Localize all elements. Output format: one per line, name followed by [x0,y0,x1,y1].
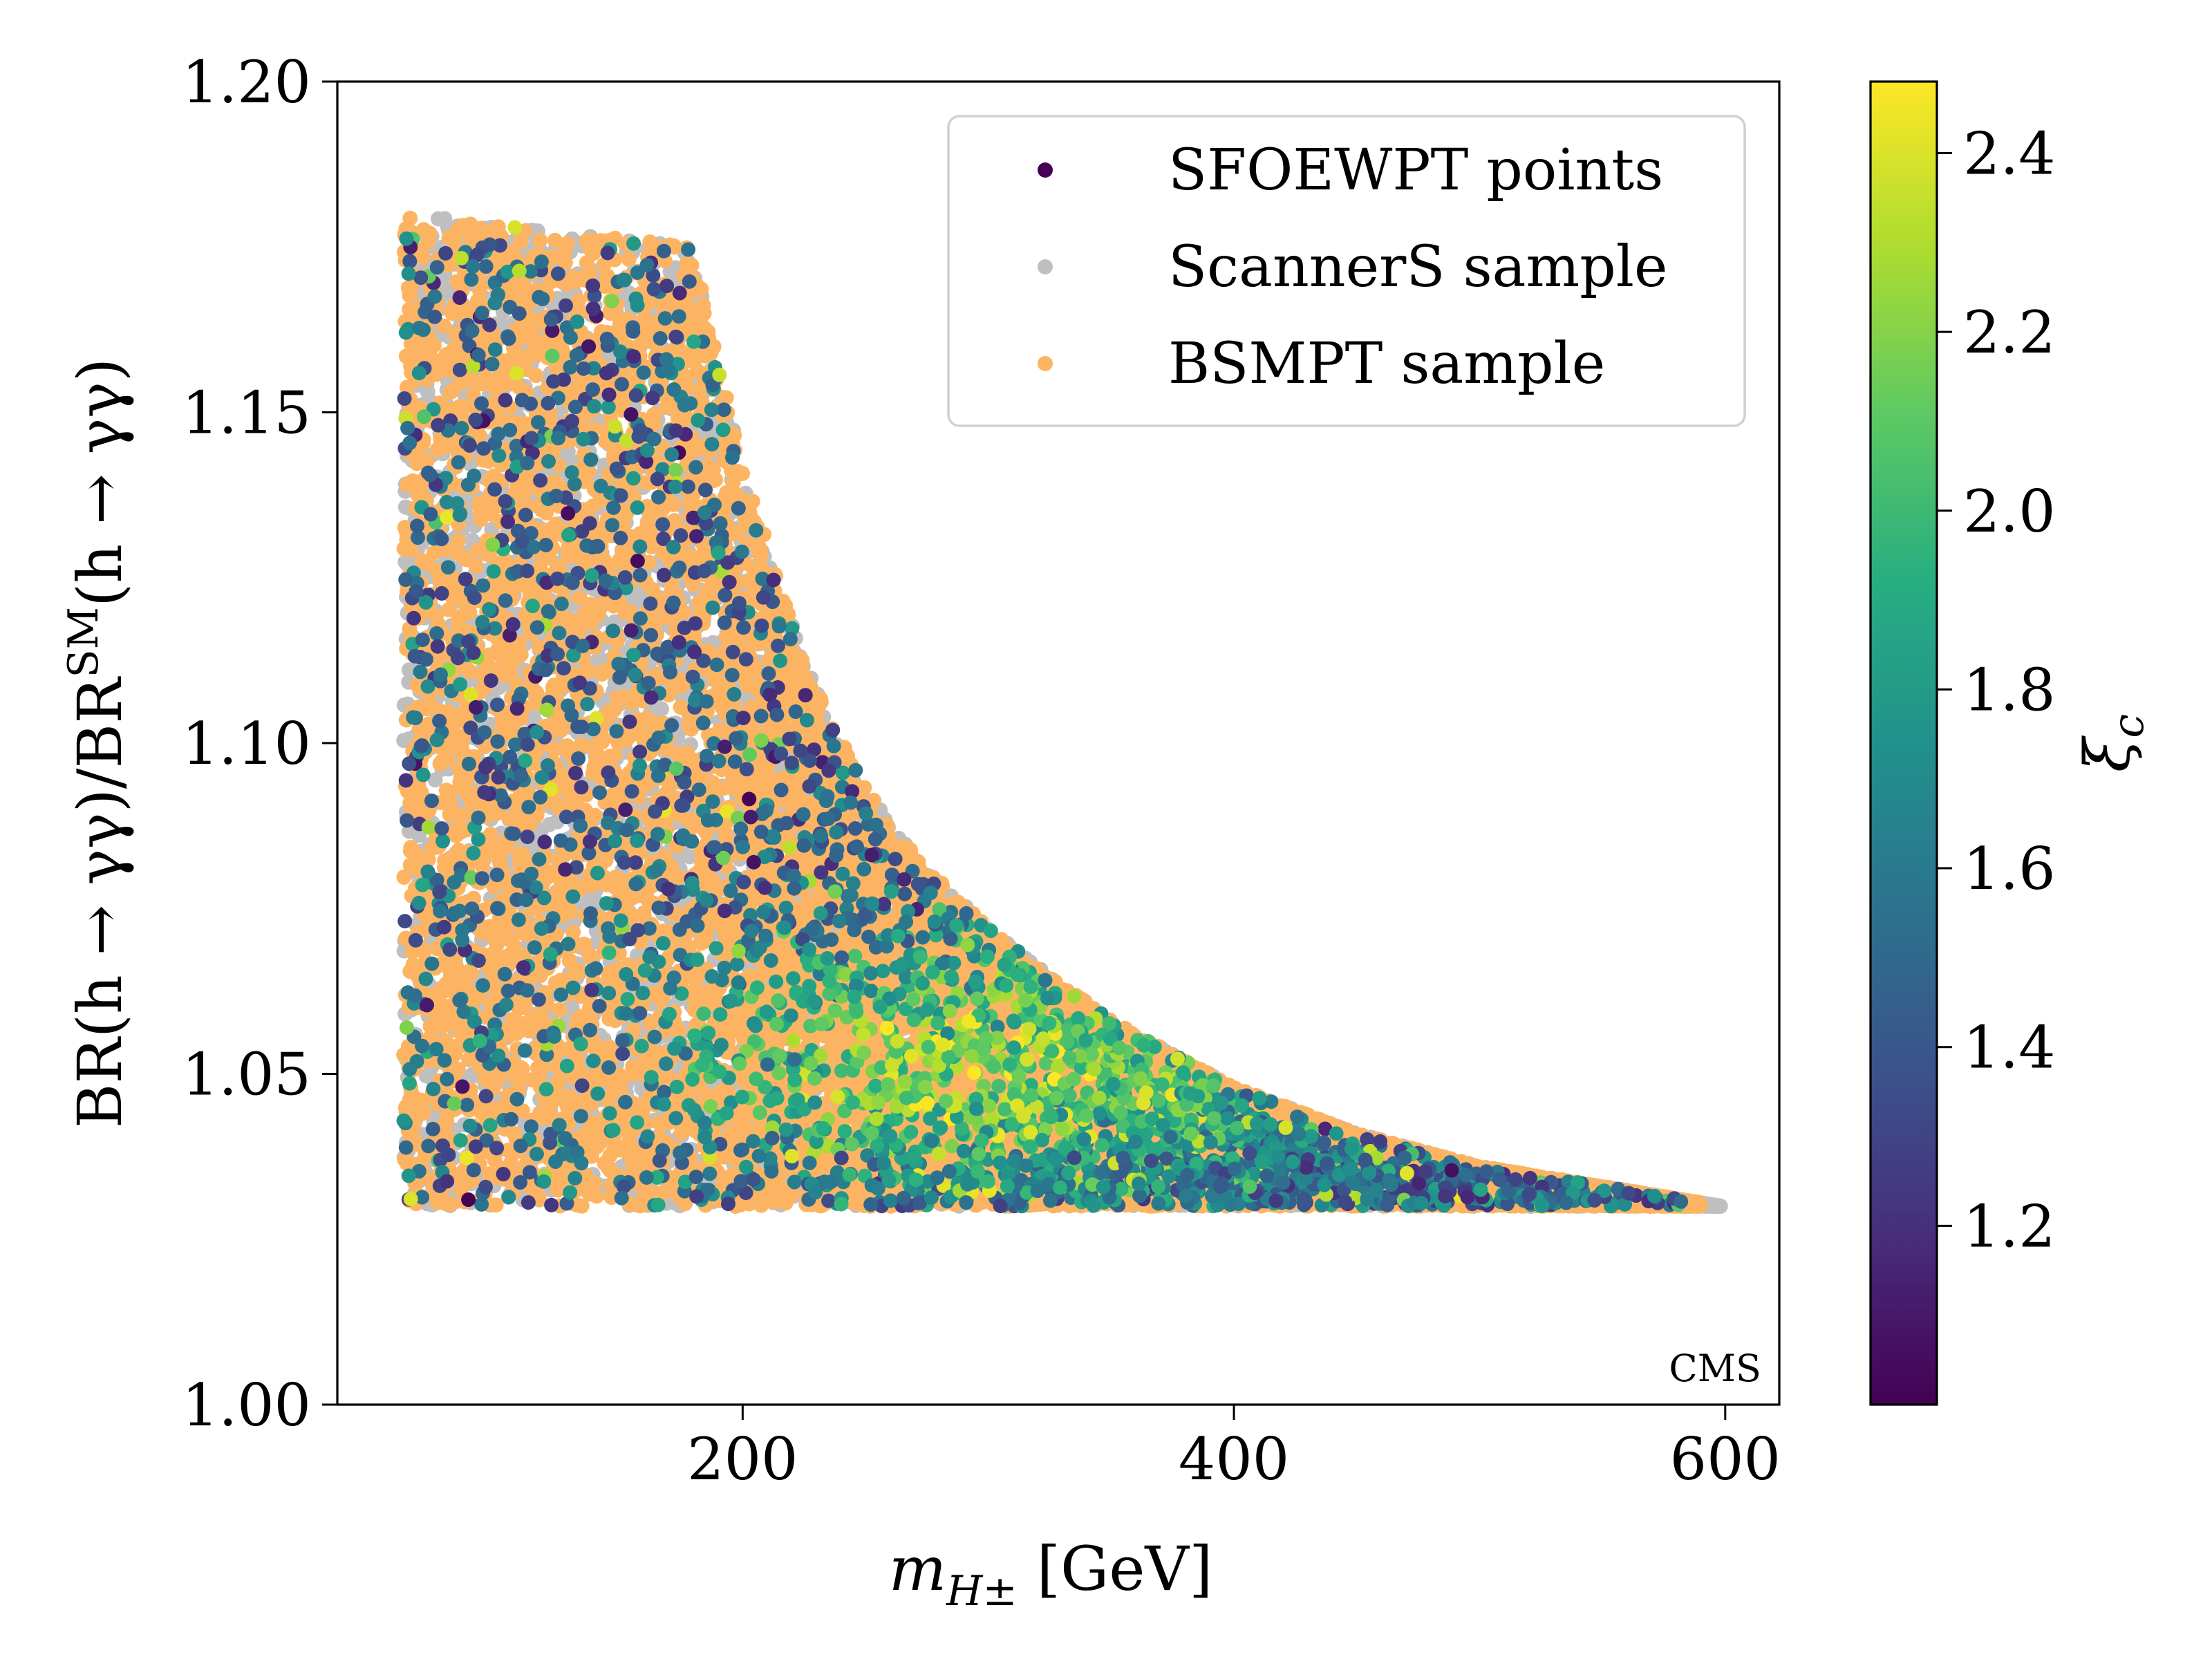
scatter-point [401,662,417,678]
